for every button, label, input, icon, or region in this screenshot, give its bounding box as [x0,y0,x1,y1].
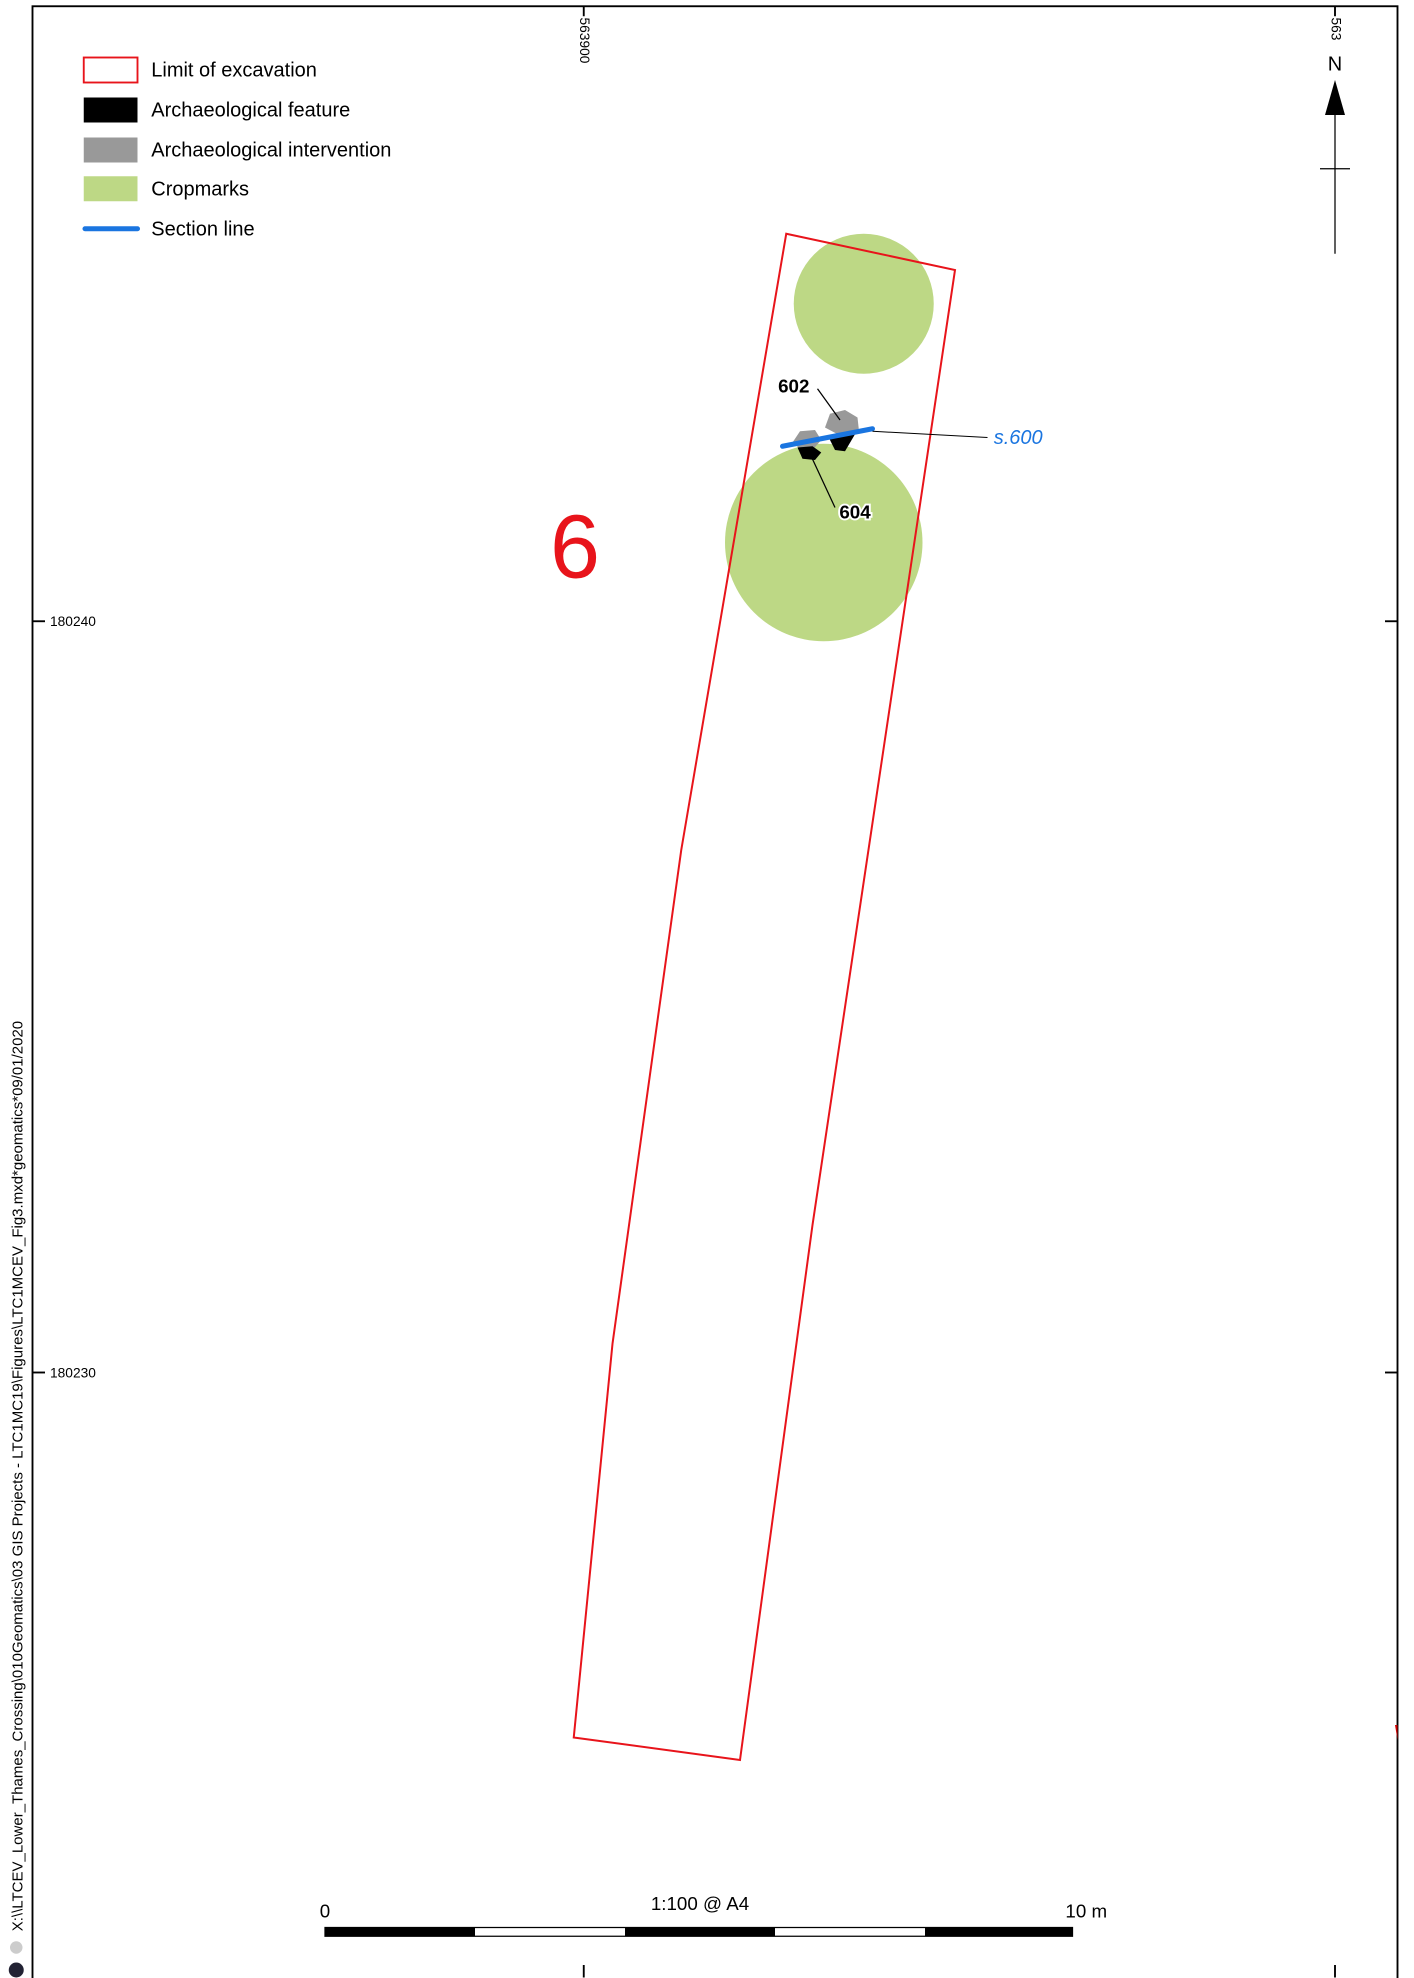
legend-label: Cropmarks [151,178,249,200]
scale-end: 10 m [1065,1900,1107,1921]
legend-swatch [82,56,139,84]
cropmark [725,443,923,642]
section-label: s.600 [994,427,1043,449]
scale-ratio: 1:100 @ A4 [651,1893,749,1914]
map-frame [31,5,1399,1978]
file-path: X:\\LTCEV_Lower_Thames_Crossing\010Geoma… [10,1021,27,1931]
feature-label: 602 [778,375,809,396]
easting-label: 563900 [577,18,592,64]
leader [816,388,841,421]
legend-label: Archaeological feature [151,100,350,122]
legend-swatch [83,176,138,202]
scale-segment [325,1927,476,1937]
north-arrow [1325,80,1345,115]
northing-label: 180230 [50,1365,96,1380]
north-label: N [1328,53,1342,75]
legend-label: Limit of excavation [151,60,317,82]
northing-label: 180240 [50,614,96,629]
legend-swatch [83,97,138,123]
trench-number: 6 [550,498,600,598]
easting-label: 563 [1328,18,1343,41]
logo-dot [8,1962,24,1978]
scale-segment [925,1927,1073,1937]
limit-of-excavation [572,232,957,1762]
scale-start: 0 [320,1900,330,1921]
legend-label: Archaeological intervention [151,140,391,162]
edge-mark [1395,1725,1398,1740]
logo-dot [10,1941,23,1954]
legend-swatch [83,137,138,163]
feature [797,446,822,460]
leader [809,453,836,508]
cropmark [793,233,934,374]
legend-label: Section line [151,218,254,240]
leader [872,430,988,438]
feature-label: 604 [839,502,871,523]
scale-segment [625,1927,775,1937]
section-line [780,426,876,449]
